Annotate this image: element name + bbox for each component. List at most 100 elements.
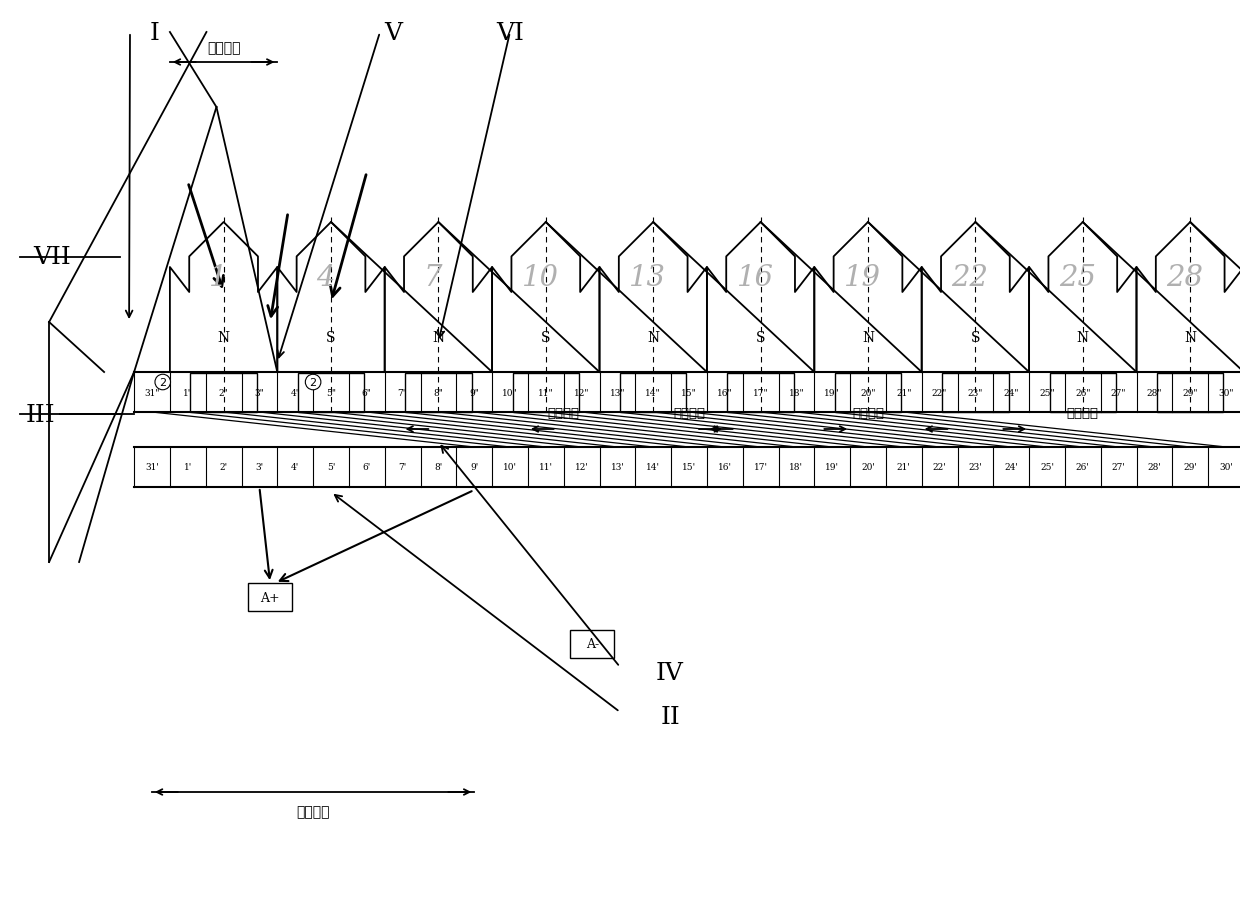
Bar [298, 373, 365, 412]
Text: 14': 14' [646, 463, 660, 472]
Text: 9": 9" [469, 388, 479, 397]
Text: 11': 11' [539, 463, 553, 472]
Bar [620, 373, 687, 412]
Text: 5': 5' [327, 463, 335, 472]
Text: 31': 31' [145, 463, 159, 472]
Text: 26": 26" [1075, 388, 1090, 397]
Text: 第二节距: 第二节距 [1066, 407, 1099, 419]
Text: 15": 15" [681, 388, 697, 397]
Text: 19": 19" [825, 388, 839, 397]
Text: 10: 10 [522, 263, 559, 291]
Text: 20': 20' [861, 463, 875, 472]
Text: 14": 14" [645, 388, 661, 397]
Text: 6": 6" [362, 388, 372, 397]
Text: 第二节距: 第二节距 [673, 407, 706, 419]
Text: 1': 1' [184, 463, 192, 472]
Text: 28': 28' [1147, 463, 1162, 472]
Text: 4': 4' [291, 463, 299, 472]
Text: A+: A+ [260, 591, 280, 603]
Text: 26': 26' [1076, 463, 1090, 472]
Text: 12': 12' [574, 463, 589, 472]
Bar [1157, 373, 1224, 412]
Text: 23': 23' [968, 463, 982, 472]
Text: 13': 13' [610, 463, 624, 472]
Text: 5": 5" [326, 388, 336, 397]
Text: 24": 24" [1003, 388, 1019, 397]
Text: N: N [647, 331, 660, 345]
Text: 3': 3' [255, 463, 263, 472]
Text: 11": 11" [538, 388, 553, 397]
Bar [1049, 373, 1116, 412]
Text: 22: 22 [951, 263, 988, 291]
Text: 10': 10' [503, 463, 517, 472]
Text: S: S [971, 331, 980, 345]
Text: 7": 7" [398, 388, 408, 397]
Text: 22': 22' [932, 463, 946, 472]
Text: 4": 4" [290, 388, 300, 397]
Text: 8': 8' [434, 463, 443, 472]
Text: 13": 13" [610, 388, 625, 397]
Text: 27": 27" [1111, 388, 1126, 397]
Text: 8": 8" [434, 388, 444, 397]
Text: 第一节距: 第一节距 [207, 41, 241, 55]
Text: 19': 19' [825, 463, 839, 472]
Text: 18": 18" [789, 388, 805, 397]
Text: 30': 30' [1219, 463, 1233, 472]
Text: 31": 31" [144, 388, 160, 397]
Text: 22": 22" [932, 388, 947, 397]
Text: 20": 20" [861, 388, 875, 397]
Text: 28: 28 [1167, 263, 1203, 291]
Text: 24': 24' [1004, 463, 1018, 472]
Text: N: N [1184, 331, 1197, 345]
Text: 9': 9' [470, 463, 479, 472]
Text: 6': 6' [362, 463, 371, 472]
Text: 18': 18' [790, 463, 804, 472]
Text: N: N [1076, 331, 1089, 345]
Text: 25: 25 [1059, 263, 1096, 291]
Text: S: S [326, 331, 336, 345]
Text: 15': 15' [682, 463, 696, 472]
Text: 29": 29" [1183, 388, 1198, 397]
Bar [190, 373, 257, 412]
Text: A-: A- [585, 638, 599, 650]
Text: IV: IV [656, 661, 684, 684]
Text: VII: VII [33, 246, 71, 269]
Text: I: I [150, 22, 160, 44]
Text: II: II [660, 705, 680, 729]
Text: 16": 16" [717, 388, 733, 397]
Text: 4: 4 [316, 263, 335, 291]
Text: 13: 13 [630, 263, 666, 291]
Bar [570, 630, 614, 658]
Bar [512, 373, 579, 412]
Bar [835, 373, 901, 412]
Text: N: N [217, 331, 229, 345]
Text: 10": 10" [502, 388, 518, 397]
Text: 2": 2" [218, 388, 228, 397]
Text: 21": 21" [897, 388, 911, 397]
Text: 19: 19 [844, 263, 882, 291]
Text: 16: 16 [737, 263, 774, 291]
Text: N: N [862, 331, 874, 345]
Text: 16': 16' [718, 463, 732, 472]
Text: 21': 21' [897, 463, 910, 472]
Text: 27': 27' [1112, 463, 1126, 472]
Text: 7: 7 [424, 263, 443, 291]
Text: 1": 1" [182, 388, 192, 397]
Text: V: V [384, 22, 402, 44]
Text: 2: 2 [310, 378, 316, 388]
Text: 第二节距: 第二节距 [852, 407, 884, 419]
Text: 25": 25" [1039, 388, 1055, 397]
Text: 28": 28" [1147, 388, 1162, 397]
Text: 29': 29' [1183, 463, 1197, 472]
Text: 7': 7' [398, 463, 407, 472]
Text: 12": 12" [574, 388, 589, 397]
Bar [248, 584, 293, 612]
Text: S: S [541, 331, 551, 345]
Text: 第二节距: 第二节距 [548, 407, 580, 419]
Text: 1: 1 [210, 263, 227, 291]
Text: 2': 2' [219, 463, 228, 472]
Text: S: S [756, 331, 765, 345]
Text: 2: 2 [159, 378, 166, 388]
Text: 17': 17' [754, 463, 768, 472]
Text: VI: VI [496, 22, 525, 44]
